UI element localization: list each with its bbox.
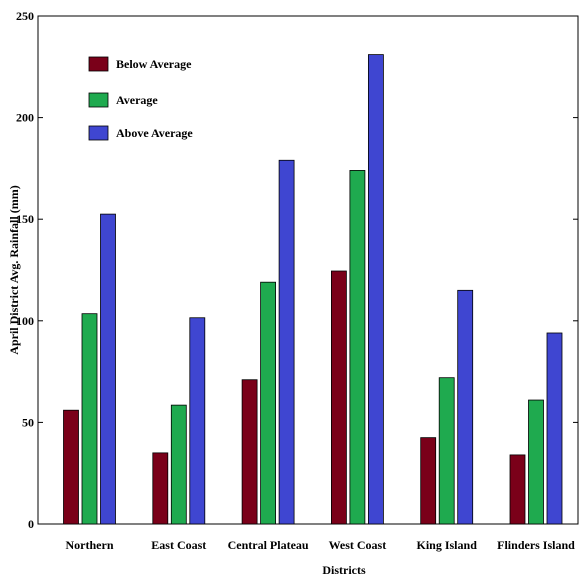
legend-label: Average [116, 93, 158, 107]
x-tick-label: Northern [66, 538, 114, 552]
legend: Below Average Average Above Average [88, 56, 193, 141]
bar-average [81, 313, 98, 525]
x-tick-label: King Island [417, 538, 478, 552]
bar-average [349, 170, 366, 525]
legend-label: Above Average [116, 126, 193, 140]
y-tick-label: 200 [16, 111, 34, 125]
bar-above-average [189, 317, 206, 525]
x-tick-label: West Coast [329, 538, 387, 552]
bar-average [170, 404, 187, 525]
plot-frame [37, 15, 579, 525]
x-tick-label: East Coast [151, 538, 206, 552]
x-tick-label: Flinders Island [497, 538, 575, 552]
legend-swatch [88, 56, 109, 72]
legend-label: Below Average [116, 57, 192, 71]
y-tick-label: 250 [16, 9, 34, 23]
y-tick-label: 150 [16, 212, 34, 226]
y-tick-label: 50 [22, 415, 34, 429]
y-axis-title: April District Avg. Rainfall (mm) [7, 185, 21, 354]
bar-above-average [100, 213, 116, 525]
bars [63, 54, 563, 525]
bar-below-average [63, 409, 79, 525]
bar-below-average [509, 454, 526, 525]
bar-above-average [457, 289, 474, 525]
bar-below-average [330, 270, 347, 525]
bar-above-average [367, 54, 384, 525]
x-axis-title: Districts [322, 563, 366, 577]
y-tick-label: 100 [16, 314, 34, 328]
bar-below-average [241, 379, 258, 525]
y-tick-label: 0 [28, 517, 34, 531]
x-axis-labels: Northern East Coast Central Plateau West Co… [66, 538, 576, 552]
bar-below-average [420, 437, 437, 525]
bar-above-average [546, 332, 563, 525]
bar-average [528, 399, 544, 525]
bar-below-average [152, 452, 169, 525]
bar-average [260, 281, 277, 525]
x-tick-label: Central Plateau [228, 538, 309, 552]
y-axis-ticks: 0 50 100 150 200 250 [16, 9, 578, 531]
bar-average [438, 377, 455, 525]
legend-swatch [88, 125, 109, 141]
legend-swatch [88, 92, 109, 108]
bar-above-average [278, 159, 295, 525]
